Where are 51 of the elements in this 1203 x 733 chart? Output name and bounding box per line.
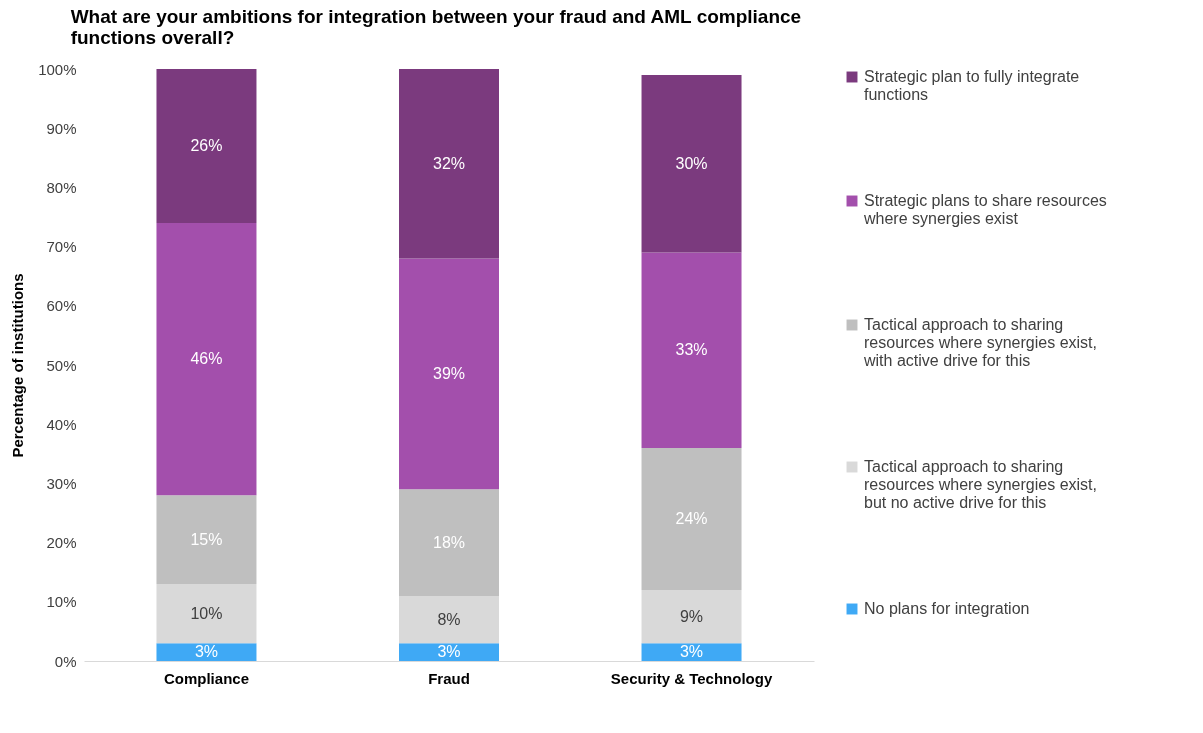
bar [156,495,257,585]
data-label: 18% [432,533,466,551]
legend-label: Tactical approach to sharing resources where synergies exist, but no active drive for this [864,458,1097,511]
x-tick-label: Compliance [163,669,249,687]
y-tick-label: 0% [54,652,77,670]
data-label: 30% [675,154,708,172]
y-tick-label: 70% [46,238,77,256]
data-label: 15% [190,530,223,548]
y-tick-label: 90% [46,119,77,137]
bar [399,69,499,259]
bar [156,222,257,496]
x-tick-label: Security & Technology [610,669,773,687]
bar [156,643,257,661]
data-label: 26% [190,136,223,154]
legend-label: Strategic plans to share resources where synergies exist [863,192,1107,227]
bar [641,447,742,590]
data-label: 3% [679,643,704,661]
x-tick-label: Fraud [428,669,470,687]
y-tick-label: 20% [46,534,77,552]
data-label: 39% [432,364,466,382]
data-label: 3% [194,643,219,661]
y-tick-label: 100% [38,60,77,78]
y-tick-label: 10% [46,593,77,611]
y-tick-label: 30% [46,474,77,492]
data-label: 9% [679,607,704,625]
legend-label: Tactical approach to sharing resources where synergies exist, with active drive for this [863,316,1097,369]
data-label: 3% [437,643,461,661]
y-axis-title: Percentage of institutions [9,273,27,458]
bar [399,258,499,490]
bar [641,252,742,448]
data-label: 46% [190,350,223,368]
data-label: 32% [432,154,466,172]
bar [156,584,257,644]
y-tick-label: 60% [46,297,77,315]
data-label: 33% [675,341,708,359]
bar [399,643,499,661]
y-tick-label: 80% [46,178,77,196]
bar [156,69,257,223]
y-tick-label: 40% [46,415,77,433]
bar [641,589,742,644]
chart-title: What are your ambitions for integration between your fraud and AML compliance functions overall? [70,6,802,48]
legend-label: Strategic plan to fully integrate functions [864,68,1080,103]
bar [641,643,742,661]
data-label: 8% [437,610,461,628]
y-tick-label: 50% [46,356,77,374]
bar [399,489,499,596]
data-label: 10% [190,604,223,622]
legend-label: No plans for integration [864,600,1030,617]
data-label: 24% [675,509,708,527]
bar [399,595,499,644]
bar [641,74,742,253]
